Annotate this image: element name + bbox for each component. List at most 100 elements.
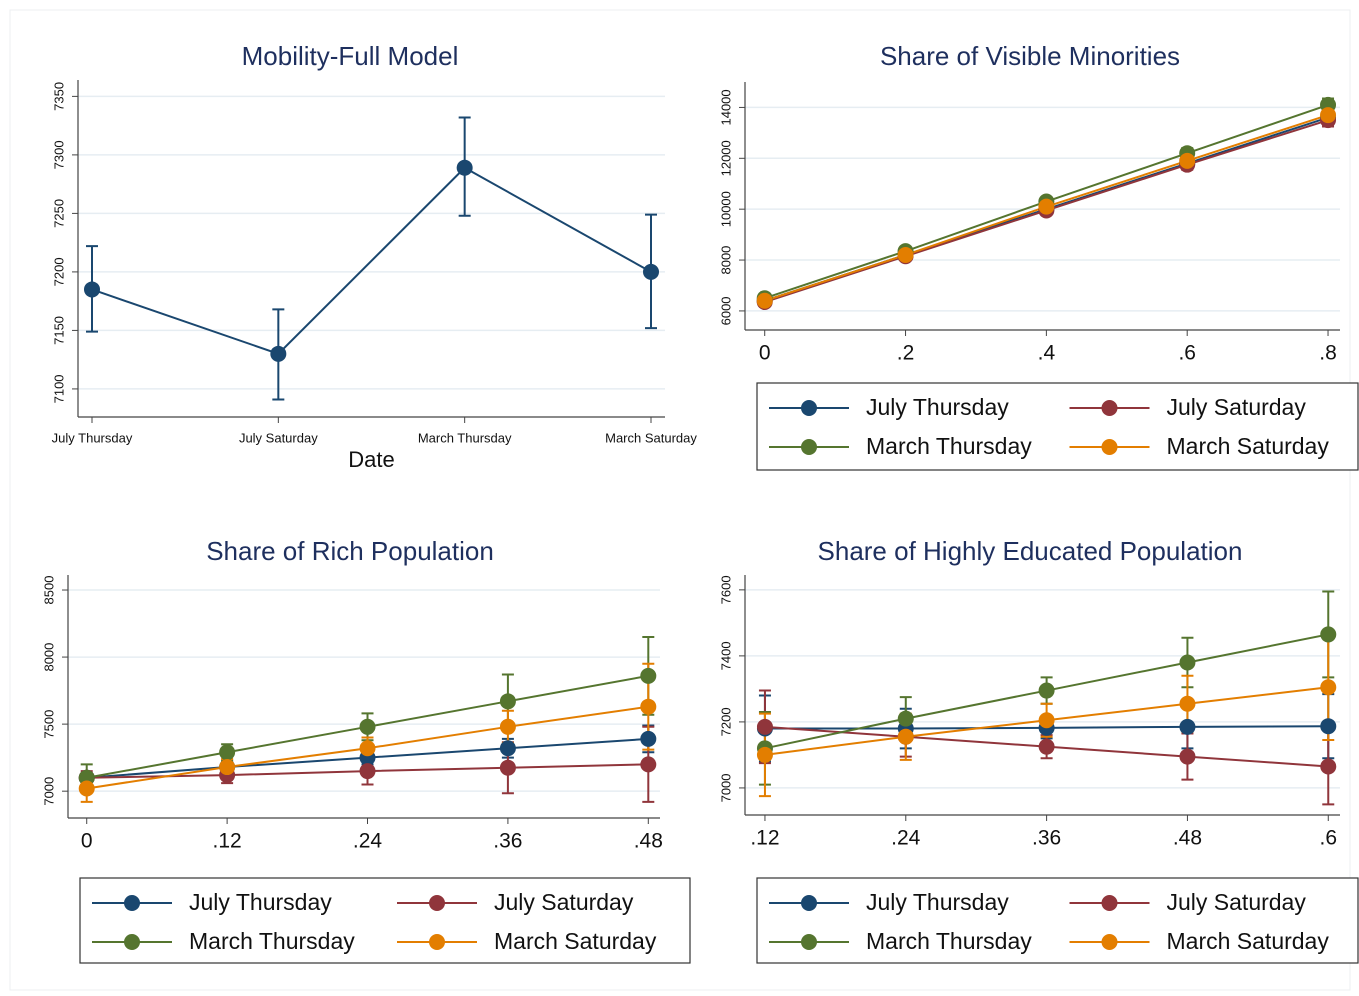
legend-label: July Thursday: [189, 889, 332, 915]
marker: [1320, 626, 1337, 643]
marker: [1179, 718, 1196, 735]
x-tick-label: .12: [213, 830, 242, 853]
marker: [1179, 695, 1196, 712]
marker: [219, 744, 236, 761]
y-tick-label: 12000: [718, 140, 733, 176]
y-tick-label: 7000: [718, 773, 733, 802]
y-tick-label: 8000: [41, 643, 56, 672]
x-tick-label: .48: [634, 830, 663, 853]
y-tick-label: 8000: [718, 246, 733, 275]
legend-label: July Thursday: [866, 889, 1009, 915]
x-tick-label: .2: [897, 342, 915, 365]
marker: [1320, 679, 1337, 696]
marker: [1320, 758, 1337, 775]
marker: [640, 667, 657, 684]
legend-label: March Saturday: [494, 928, 657, 954]
marker: [499, 693, 516, 710]
x-tick-label: .36: [493, 830, 522, 853]
chart-title: Share of Rich Population: [206, 536, 494, 566]
marker: [1320, 107, 1337, 124]
x-tick-label: .6: [1178, 342, 1196, 365]
marker: [1038, 198, 1055, 215]
marker: [640, 756, 657, 773]
x-tick-label: .12: [750, 827, 779, 850]
legend-box: [79, 877, 691, 964]
marker: [1179, 152, 1196, 169]
legend-label: March Thursday: [866, 433, 1032, 459]
legend-marker: [429, 934, 445, 950]
x-tick-label: July Saturday: [239, 430, 318, 445]
legend-label: July Saturday: [1167, 889, 1307, 915]
marker: [756, 746, 773, 763]
marker: [359, 740, 376, 757]
legend-marker: [801, 934, 817, 950]
marker: [1179, 654, 1196, 671]
legend-label: July Thursday: [866, 394, 1009, 420]
x-tick-label: .48: [1173, 827, 1202, 850]
marker: [456, 159, 473, 176]
y-tick-label: 7500: [41, 710, 56, 739]
legend-label: July Saturday: [494, 889, 634, 915]
x-tick-label: 0: [759, 342, 771, 365]
x-tick-label: .36: [1032, 827, 1061, 850]
y-tick-label: 14000: [718, 89, 733, 125]
legend-marker: [801, 439, 817, 455]
y-tick-label: 7100: [51, 374, 66, 403]
marker: [270, 345, 287, 362]
y-tick-label: 7600: [718, 575, 733, 604]
x-tick-label: .4: [1038, 342, 1056, 365]
marker: [499, 759, 516, 776]
y-tick-label: 7400: [718, 641, 733, 670]
legend-marker: [1101, 895, 1118, 911]
y-tick-label: 7350: [51, 82, 66, 111]
x-axis-label: Date: [348, 447, 394, 472]
y-tick-label: 7200: [51, 257, 66, 286]
x-tick-label: .24: [353, 830, 383, 853]
marker: [756, 718, 773, 735]
y-tick-label: 6000: [718, 296, 733, 325]
x-tick-label: .8: [1319, 342, 1337, 365]
legend-label: March Thursday: [866, 928, 1032, 954]
marker: [1320, 718, 1337, 735]
x-tick-label: March Thursday: [418, 430, 512, 445]
marker: [499, 718, 516, 735]
marker: [219, 759, 236, 776]
legend-marker: [124, 895, 140, 911]
marker: [359, 718, 376, 735]
chart-title: Mobility-Full Model: [242, 41, 459, 71]
marker: [756, 292, 773, 309]
marker: [897, 246, 914, 263]
legend-label: March Saturday: [1167, 928, 1330, 954]
x-tick-label: .6: [1320, 827, 1338, 850]
marker: [640, 730, 657, 747]
chart-title: Share of Visible Minorities: [880, 41, 1180, 71]
x-tick-label: .24: [891, 827, 921, 850]
y-tick-label: 7150: [51, 316, 66, 345]
legend-marker: [801, 895, 817, 911]
marker: [499, 740, 516, 757]
legend-label: July Saturday: [1167, 394, 1307, 420]
y-tick-label: 8500: [41, 576, 56, 605]
legend-marker: [124, 934, 140, 950]
x-tick-label: 0: [81, 830, 93, 853]
x-tick-label: March Saturday: [605, 430, 697, 445]
legend-marker: [429, 895, 445, 911]
marker: [897, 728, 914, 745]
marker: [640, 698, 657, 715]
marker: [84, 281, 100, 298]
legend-marker: [1101, 439, 1118, 455]
legend-label: March Thursday: [189, 928, 355, 954]
marker: [1179, 748, 1196, 765]
marker: [78, 780, 95, 797]
chart-title: Share of Highly Educated Population: [818, 536, 1243, 566]
marker: [1038, 712, 1055, 729]
y-tick-label: 7250: [51, 199, 66, 228]
x-tick-label: July Thursday: [52, 430, 133, 445]
legend-box: [756, 877, 1359, 964]
y-tick-label: 10000: [718, 191, 733, 227]
figure-frame: [9, 9, 1351, 991]
marker: [1038, 682, 1055, 699]
y-tick-label: 7300: [51, 140, 66, 169]
legend-marker: [1101, 400, 1118, 416]
